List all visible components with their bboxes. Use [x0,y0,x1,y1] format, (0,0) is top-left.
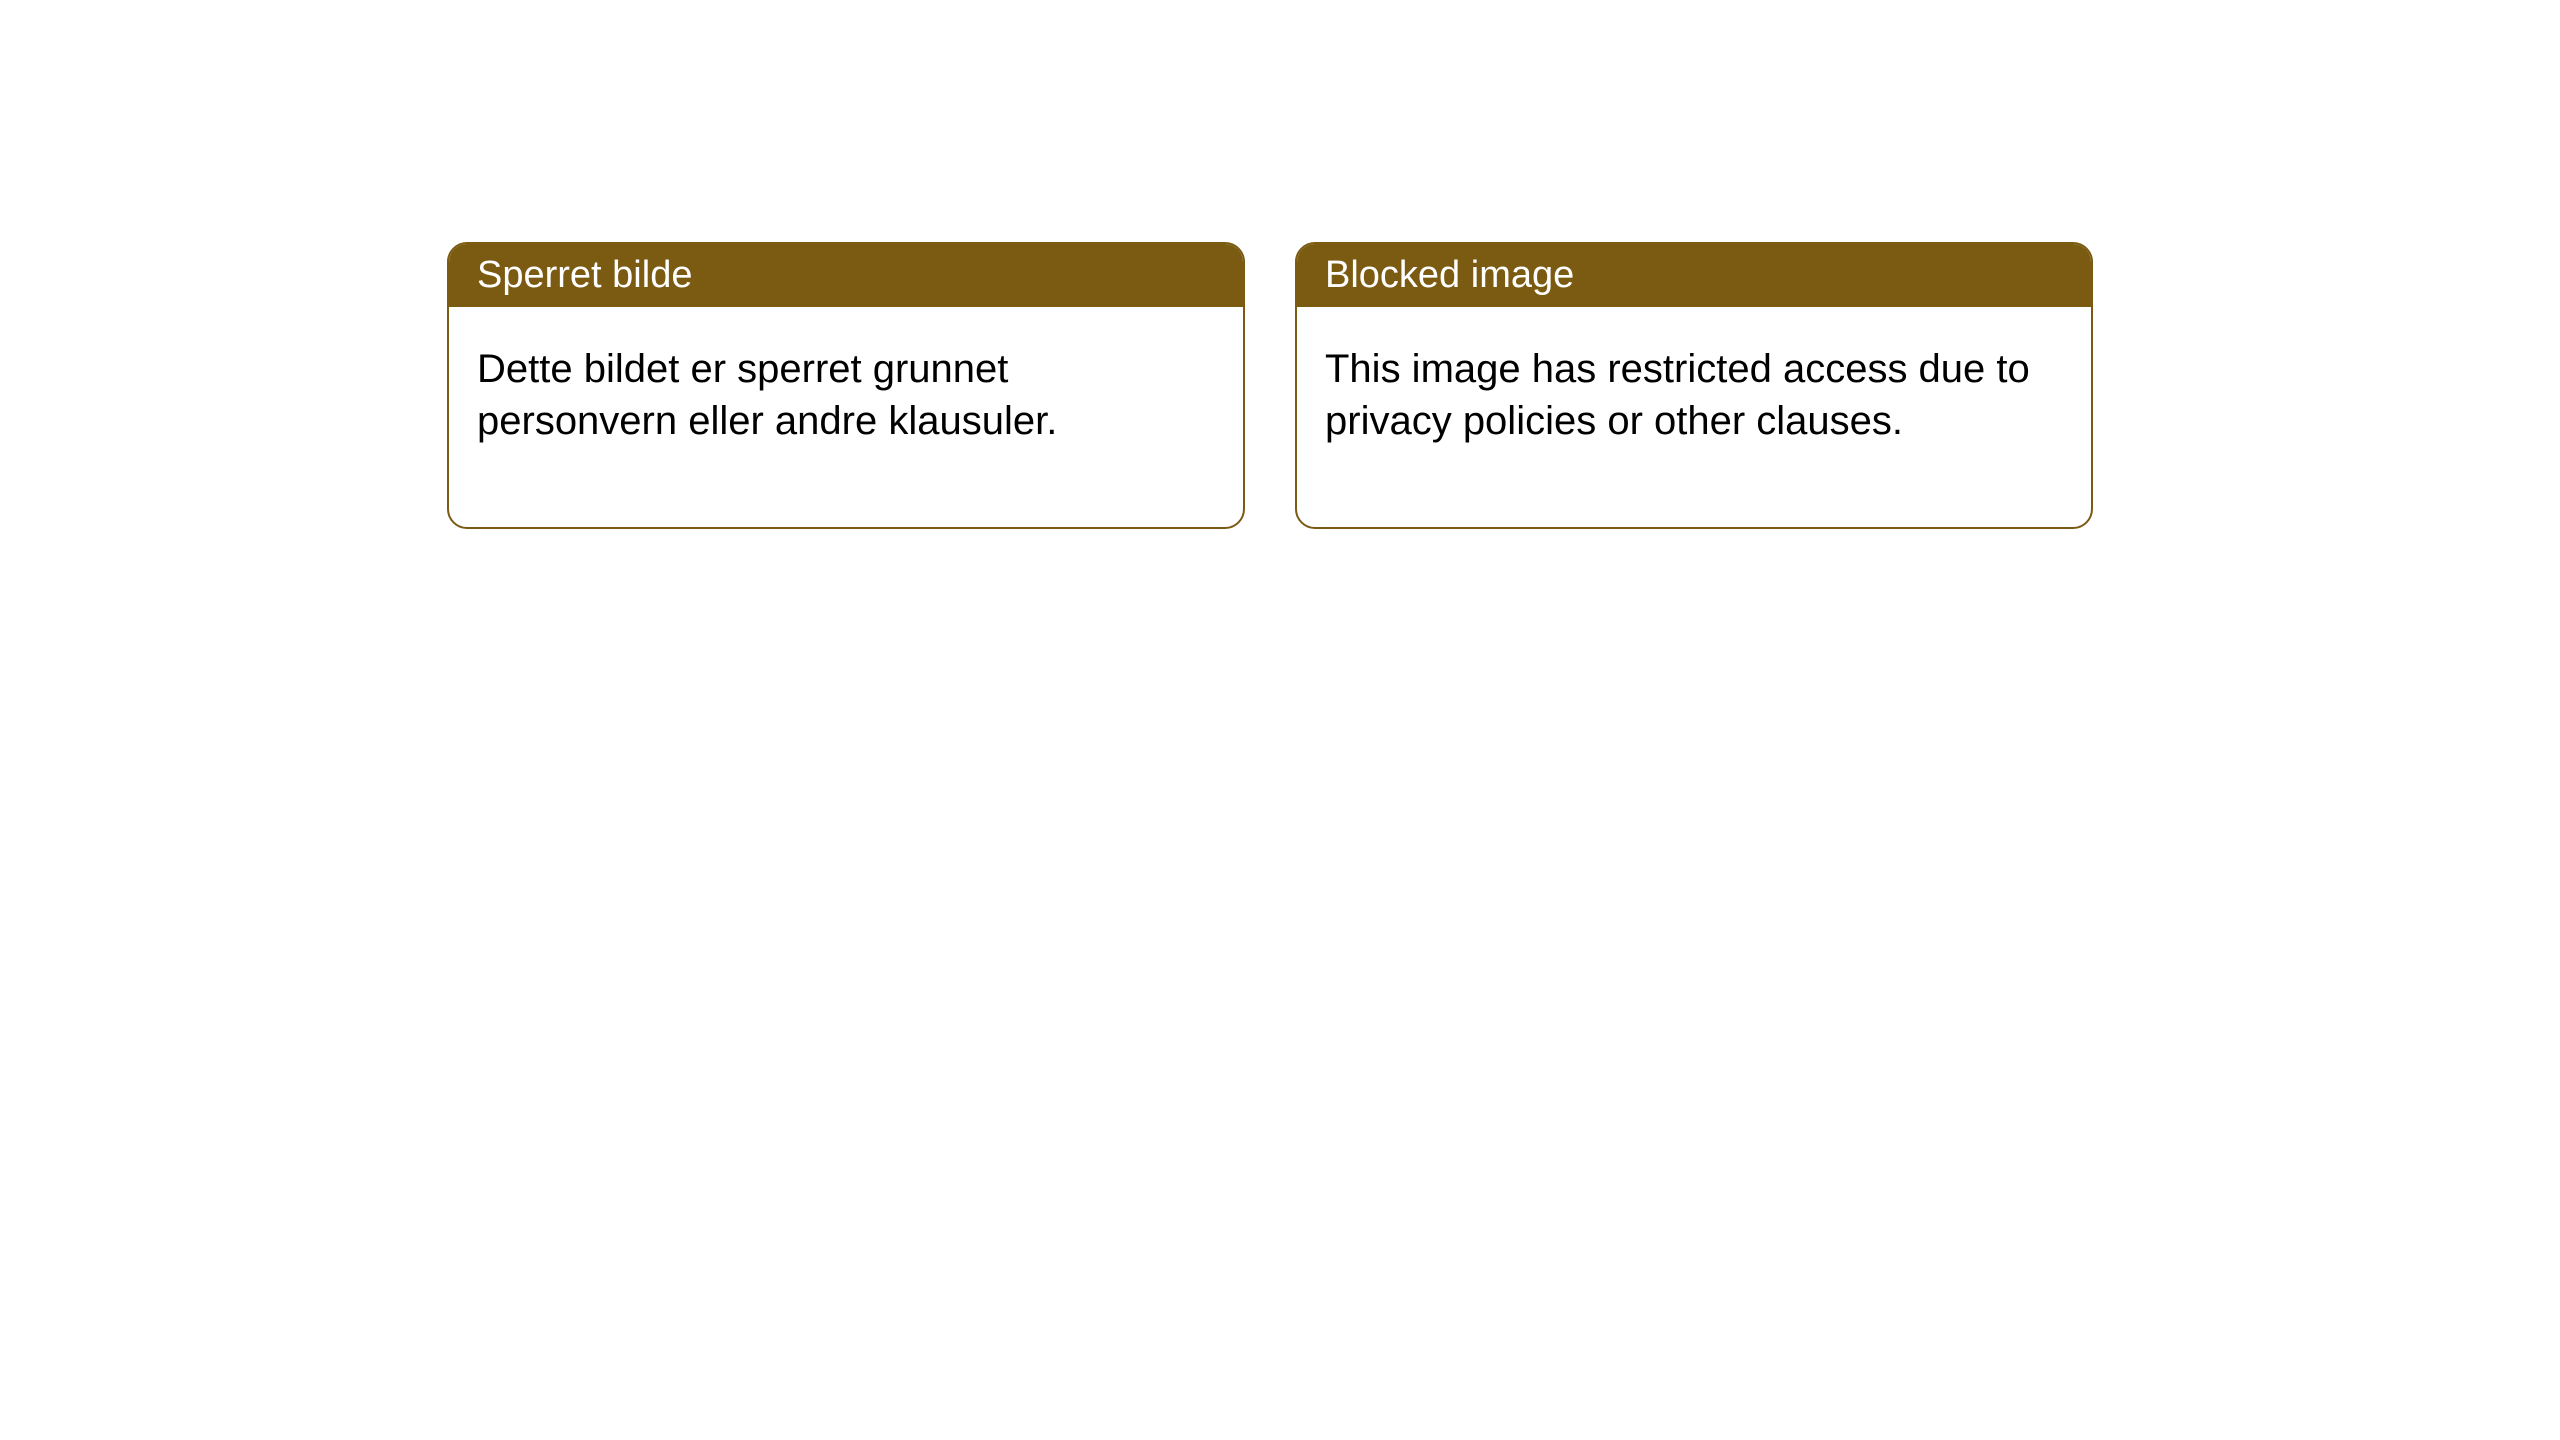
blocked-image-card-no: Sperret bilde Dette bildet er sperret gr… [447,242,1245,529]
card-body: This image has restricted access due to … [1297,307,2091,527]
card-header: Blocked image [1297,244,2091,307]
card-body: Dette bildet er sperret grunnet personve… [449,307,1243,527]
blocked-image-card-en: Blocked image This image has restricted … [1295,242,2093,529]
notice-container: Sperret bilde Dette bildet er sperret gr… [0,0,2560,529]
card-header: Sperret bilde [449,244,1243,307]
